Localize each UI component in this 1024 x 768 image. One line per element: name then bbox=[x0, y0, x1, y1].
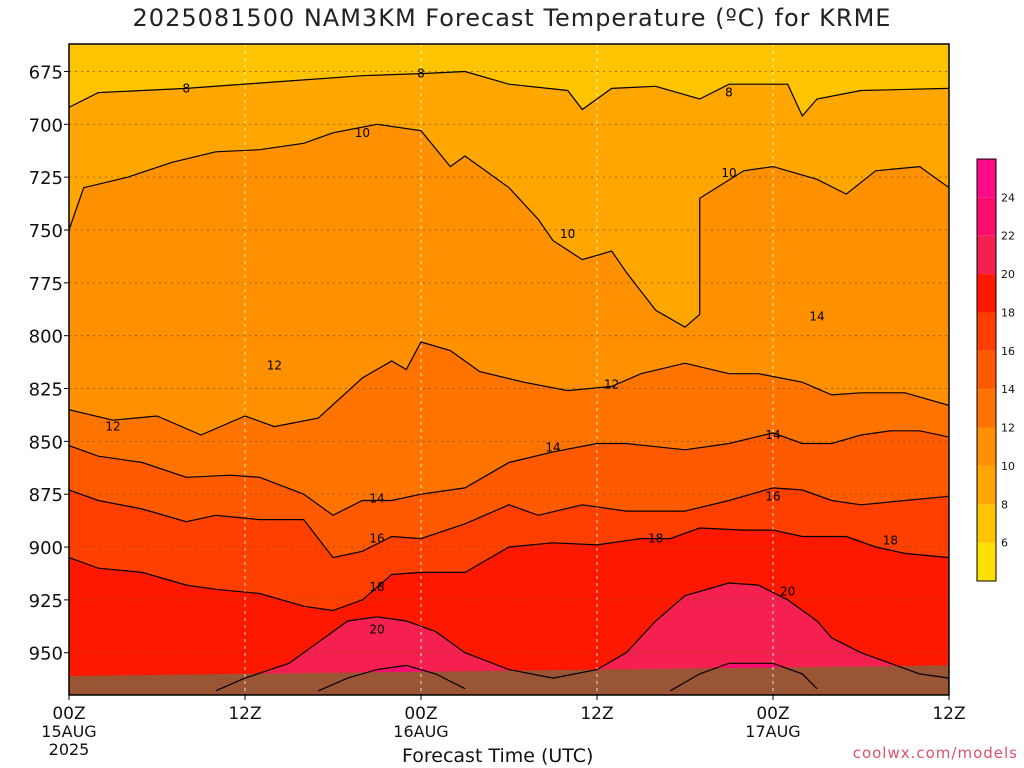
y-tick-label-750: 750 bbox=[29, 221, 63, 242]
colorbar-swatch-8 bbox=[977, 465, 996, 505]
x-tick-label-1: 12Z bbox=[228, 704, 261, 724]
contour-label-6: 12 bbox=[267, 358, 282, 372]
contour-line-20-6 bbox=[215, 582, 949, 692]
x-tick-date-4: 17AUG bbox=[745, 722, 800, 741]
colorbar-label-16: 16 bbox=[1001, 345, 1015, 358]
colorbar-label-22: 22 bbox=[1001, 230, 1015, 243]
colorbar-swatch-16 bbox=[977, 312, 996, 351]
y-tick-label-950: 950 bbox=[29, 644, 63, 665]
x-tick-year-0: 2025 bbox=[49, 740, 90, 759]
contour-label-8: 12 bbox=[604, 377, 619, 391]
colorbar-label-12: 12 bbox=[1001, 422, 1015, 435]
x-tick-label-4: 00Z bbox=[756, 704, 789, 724]
x-tick-label-5: 12Z bbox=[932, 704, 965, 724]
y-tick-label-875: 875 bbox=[29, 485, 63, 506]
colorbar-label-14: 14 bbox=[1001, 383, 1015, 396]
chart-title: 2025081500 NAM3KM Forecast Temperature (… bbox=[132, 4, 892, 32]
contour-label-5: 10 bbox=[721, 166, 736, 180]
colorbar-label-18: 18 bbox=[1001, 306, 1015, 319]
contour-line-18-5 bbox=[69, 527, 949, 612]
y-tick-label-725: 725 bbox=[29, 168, 63, 189]
y-tick-label-925: 925 bbox=[29, 591, 63, 612]
contour-line-22-8 bbox=[670, 662, 818, 692]
contour-label-1: 8 bbox=[417, 67, 425, 81]
contour-label-14: 16 bbox=[765, 489, 780, 503]
contour-label-18: 20 bbox=[369, 622, 384, 636]
y-tick-label-900: 900 bbox=[29, 538, 63, 559]
contour-label-4: 10 bbox=[560, 227, 575, 241]
y-tick-label-825: 825 bbox=[29, 380, 63, 401]
contour-label-13: 16 bbox=[369, 532, 384, 546]
plot-frame bbox=[68, 43, 950, 696]
colorbar-label-6: 6 bbox=[1001, 537, 1008, 550]
colorbar-label-24: 24 bbox=[1001, 191, 1015, 204]
y-tick-label-675: 675 bbox=[29, 62, 63, 83]
y-tick-label-775: 775 bbox=[29, 274, 63, 295]
contour-label-12: 14 bbox=[809, 310, 824, 324]
x-tick-date-2: 16AUG bbox=[393, 722, 448, 741]
contour-label-3: 10 bbox=[355, 126, 370, 140]
contour-label-10: 14 bbox=[545, 441, 560, 455]
contour-label-17: 18 bbox=[883, 534, 898, 548]
colorbar-label-20: 20 bbox=[1001, 268, 1015, 281]
credit-text: coolwx.com/models bbox=[852, 744, 1018, 762]
colorbar-swatch-24 bbox=[977, 159, 996, 198]
colorbar-frame bbox=[976, 158, 997, 582]
x-axis-title: Forecast Time (UTC) bbox=[402, 745, 594, 767]
contour-line-22-7 bbox=[318, 664, 466, 692]
y-tick-label-800: 800 bbox=[29, 327, 63, 348]
ground-strip bbox=[69, 665, 949, 695]
colorbar-label-8: 8 bbox=[1001, 498, 1008, 511]
contour-label-7: 12 bbox=[105, 420, 120, 434]
colorbar-swatch-18 bbox=[977, 274, 996, 313]
contour-line-10-1 bbox=[69, 123, 949, 328]
colorbar-swatch-12 bbox=[977, 389, 996, 428]
colorbar-swatch-10 bbox=[977, 427, 996, 466]
colorbar-swatch-22 bbox=[977, 197, 996, 236]
contour-line-12-2 bbox=[69, 341, 949, 436]
x-tick-date-0: 15AUG bbox=[41, 722, 96, 741]
contour-label-2: 8 bbox=[725, 86, 733, 100]
contour-label-16: 18 bbox=[648, 532, 663, 546]
colorbar-swatch-14 bbox=[977, 350, 996, 390]
x-tick-label-3: 12Z bbox=[580, 704, 613, 724]
colorbar-swatch-4 bbox=[977, 542, 996, 581]
y-tick-label-850: 850 bbox=[29, 432, 63, 453]
colorbar-swatch-6 bbox=[977, 504, 996, 543]
colorbar-label-10: 10 bbox=[1001, 460, 1015, 473]
contour-label-9: 14 bbox=[369, 491, 384, 505]
contour-line-8-0 bbox=[69, 70, 949, 117]
x-tick-label-0: 00Z bbox=[52, 704, 85, 724]
contour-label-19: 20 bbox=[780, 584, 795, 598]
colorbar-swatch-20 bbox=[977, 235, 996, 275]
y-tick-label-700: 700 bbox=[29, 115, 63, 136]
contour-label-11: 14 bbox=[765, 428, 780, 442]
contour-label-0: 8 bbox=[183, 81, 191, 95]
contour-line-14-3 bbox=[69, 430, 949, 516]
x-tick-label-2: 00Z bbox=[404, 704, 437, 724]
contour-label-15: 18 bbox=[369, 580, 384, 594]
contour-line-16-4 bbox=[69, 487, 949, 559]
